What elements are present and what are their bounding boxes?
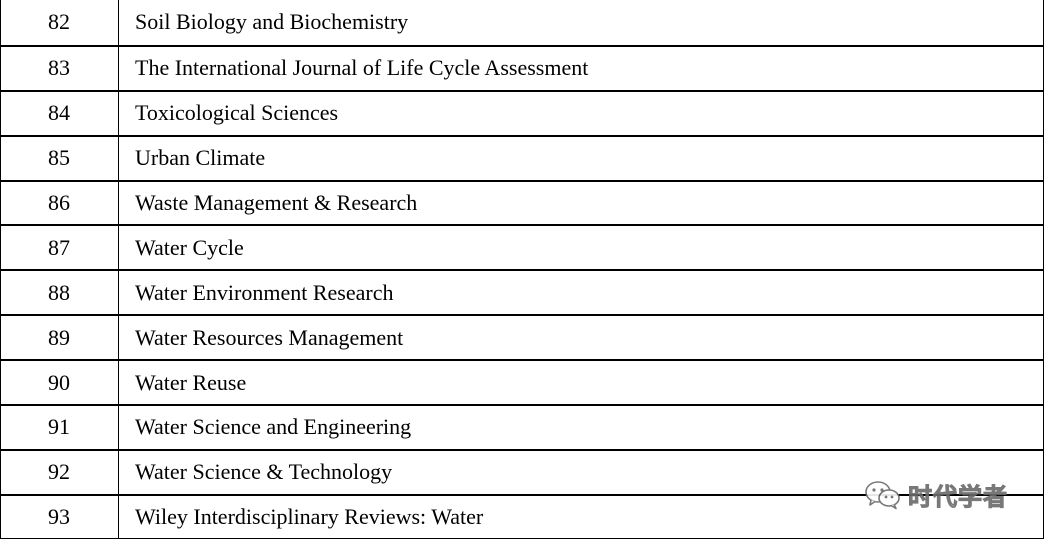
- table-row: 87 Water Cycle: [1, 224, 1043, 270]
- table-row: 88 Water Environment Research: [1, 269, 1043, 315]
- watermark: 时代学者: [864, 477, 1008, 512]
- table-row: 91 Water Science and Engineering: [1, 404, 1043, 449]
- row-number: 84: [1, 91, 119, 135]
- row-number: 86: [1, 181, 119, 225]
- table-row: 89 Water Resources Management: [1, 314, 1043, 360]
- table-row: 83 The International Journal of Life Cyc…: [1, 44, 1043, 90]
- journal-title: Waste Management & Research: [135, 190, 418, 215]
- row-number: 82: [1, 0, 119, 45]
- journal-title: Water Science & Technology: [135, 459, 393, 485]
- watermark-text: 时代学者: [908, 483, 1008, 512]
- journal-title: The International Journal of Life Cycle …: [135, 55, 589, 81]
- wechat-icon: [865, 480, 900, 509]
- row-number: 93: [1, 495, 119, 539]
- row-number: 83: [1, 46, 119, 90]
- table-row: 84 Toxicological Sciences: [1, 89, 1043, 135]
- journal-title: Urban Climate: [135, 145, 266, 171]
- table-row: 90 Water Reuse: [1, 359, 1043, 405]
- table-row: 86 Waste Management & Research: [1, 179, 1043, 225]
- journal-title: Soil Biology and Biochemistry: [135, 9, 409, 35]
- journal-title: Water Reuse: [135, 369, 247, 395]
- row-number: 89: [1, 316, 119, 360]
- table-row: 92 Water Science & Technology: [1, 448, 1043, 494]
- journal-title: Toxicological Sciences: [135, 100, 339, 126]
- row-number: 90: [1, 361, 119, 405]
- journal-title: Wiley Interdisciplinary Reviews: Water: [135, 504, 484, 530]
- row-number: 92: [1, 450, 119, 494]
- journal-title: Water Resources Management: [135, 324, 404, 350]
- journal-title: Water Science and Engineering: [135, 414, 412, 440]
- row-number: 85: [1, 136, 119, 180]
- row-number: 87: [1, 226, 119, 270]
- row-number: 91: [1, 406, 119, 449]
- journal-title: Water Cycle: [135, 234, 244, 260]
- journal-title: Water Environment Research: [135, 279, 394, 305]
- table-row: 85 Urban Climate: [1, 134, 1043, 180]
- table-row: 82 Soil Biology and Biochemistry: [1, 0, 1043, 45]
- table-row: 93 Wiley Interdisciplinary Reviews: Wate…: [1, 493, 1043, 539]
- row-number: 88: [1, 271, 119, 315]
